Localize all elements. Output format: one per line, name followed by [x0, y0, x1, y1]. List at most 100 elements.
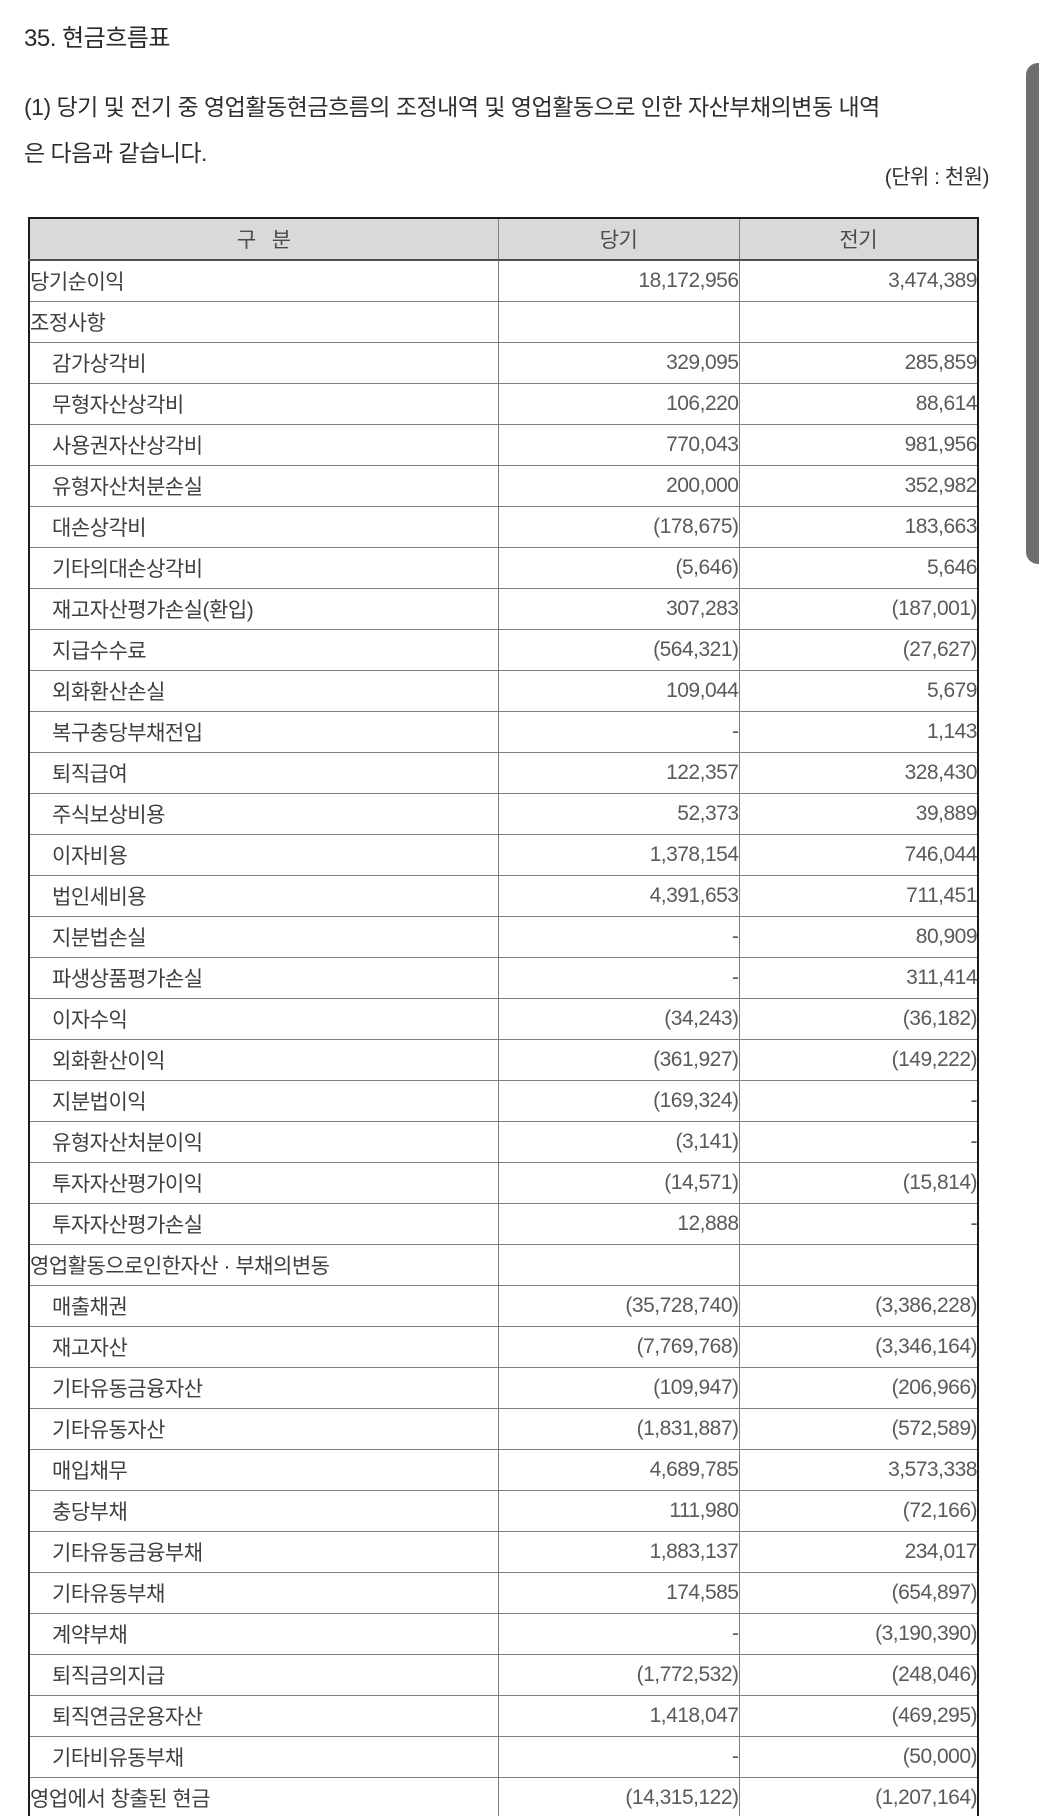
- row-prior-value: 328,430: [738, 752, 978, 794]
- row-label: 대손상각비: [29, 506, 498, 548]
- row-label: 재고자산: [29, 1326, 498, 1368]
- row-label: 재고자산평가손실(환입): [29, 588, 498, 630]
- row-label: 퇴직급여: [29, 752, 498, 794]
- row-current-value: [497, 301, 739, 343]
- row-current-value: (361,927): [497, 1039, 739, 1081]
- row-current-value: (1,831,887): [497, 1408, 739, 1450]
- row-prior-value: 1,143: [738, 711, 978, 753]
- row-current-value: -: [497, 916, 739, 958]
- row-prior-value: 311,414: [738, 957, 978, 999]
- row-label: 지분법손실: [29, 916, 498, 958]
- row-current-value: (3,141): [497, 1121, 739, 1163]
- table-row: 당기순이익 18,172,956 3,474,389: [29, 259, 978, 302]
- table-row: 기타유동금융부채 1,883,137 234,017: [29, 1531, 978, 1573]
- row-label: 충당부채: [29, 1490, 498, 1532]
- page-title: 35. 현금흐름표: [24, 25, 170, 52]
- row-prior-value: 981,956: [738, 424, 978, 466]
- row-current-value: 174,585: [497, 1572, 739, 1614]
- row-prior-value: 3,474,389: [738, 259, 978, 302]
- row-prior-value: (72,166): [738, 1490, 978, 1532]
- row-prior-value: 711,451: [738, 875, 978, 917]
- row-prior-value: (654,897): [738, 1572, 978, 1614]
- row-prior-value: (3,190,390): [738, 1613, 978, 1655]
- row-label: 당기순이익: [29, 259, 498, 302]
- row-current-value: 4,391,653: [497, 875, 739, 917]
- table-row: 외화환산손실 109,044 5,679: [29, 670, 978, 712]
- row-current-value: 770,043: [497, 424, 739, 466]
- row-prior-value: -: [738, 1121, 978, 1163]
- row-current-value: -: [497, 711, 739, 753]
- row-label: 투자자산평가이익: [29, 1162, 498, 1204]
- table-row: 지급수수료 (564,321) (27,627): [29, 629, 978, 671]
- row-current-value: 52,373: [497, 793, 739, 835]
- table-row: 이자수익 (34,243) (36,182): [29, 998, 978, 1040]
- row-label: 복구충당부채전입: [29, 711, 498, 753]
- row-label: 기타유동금융자산: [29, 1367, 498, 1409]
- row-current-value: 329,095: [497, 342, 739, 384]
- row-label: 조정사항: [29, 301, 498, 343]
- table-row: 지분법이익 (169,324) -: [29, 1080, 978, 1122]
- row-current-value: (35,728,740): [497, 1285, 739, 1327]
- header-current-period: 당기: [497, 218, 739, 261]
- row-label: 파생상품평가손실: [29, 957, 498, 999]
- row-prior-value: (3,386,228): [738, 1285, 978, 1327]
- row-label: 감가상각비: [29, 342, 498, 384]
- row-label: 무형자산상각비: [29, 383, 498, 425]
- table-row: 퇴직급여 122,357 328,430: [29, 752, 978, 794]
- row-label: 매출채권: [29, 1285, 498, 1327]
- row-label: 매입채무: [29, 1449, 498, 1491]
- scrollbar-thumb[interactable]: [1026, 63, 1039, 564]
- row-label: 계약부채: [29, 1613, 498, 1655]
- row-current-value: (14,571): [497, 1162, 739, 1204]
- row-prior-value: (187,001): [738, 588, 978, 630]
- row-current-value: (7,769,768): [497, 1326, 739, 1368]
- table-row: 기타의대손상각비 (5,646) 5,646: [29, 547, 978, 589]
- row-prior-value: 183,663: [738, 506, 978, 548]
- row-current-value: (564,321): [497, 629, 739, 671]
- row-prior-value: 234,017: [738, 1531, 978, 1573]
- table-row: 퇴직금의지급 (1,772,532) (248,046): [29, 1654, 978, 1696]
- table-row: 사용권자산상각비 770,043 981,956: [29, 424, 978, 466]
- row-label: 영업에서 창출된 현금: [29, 1777, 498, 1816]
- row-current-value: (169,324): [497, 1080, 739, 1122]
- table-row: 재고자산 (7,769,768) (3,346,164): [29, 1326, 978, 1368]
- table-row: 영업에서 창출된 현금 (14,315,122) (1,207,164): [29, 1777, 978, 1816]
- row-label: 유형자산처분손실: [29, 465, 498, 507]
- row-current-value: (34,243): [497, 998, 739, 1040]
- row-prior-value: 5,646: [738, 547, 978, 589]
- table-row: 조정사항: [29, 301, 978, 343]
- row-label: 유형자산처분이익: [29, 1121, 498, 1163]
- table-row: 기타유동자산 (1,831,887) (572,589): [29, 1408, 978, 1450]
- row-prior-value: (15,814): [738, 1162, 978, 1204]
- row-prior-value: 3,573,338: [738, 1449, 978, 1491]
- table-row: 지분법손실 - 80,909: [29, 916, 978, 958]
- table-row: 투자자산평가이익 (14,571) (15,814): [29, 1162, 978, 1204]
- row-current-value: 1,378,154: [497, 834, 739, 876]
- cashflow-table: 구 분 당기 전기 당기순이익 18,172,956 3,474,389 조정사…: [28, 217, 979, 1816]
- table-row: 이자비용 1,378,154 746,044: [29, 834, 978, 876]
- row-label: 기타유동금융부채: [29, 1531, 498, 1573]
- row-prior-value: (206,966): [738, 1367, 978, 1409]
- row-current-value: (1,772,532): [497, 1654, 739, 1696]
- row-label: 이자비용: [29, 834, 498, 876]
- table-row: 재고자산평가손실(환입) 307,283 (187,001): [29, 588, 978, 630]
- unit-label: (단위 : 천원): [884, 166, 990, 189]
- row-label: 기타비유동부채: [29, 1736, 498, 1778]
- row-prior-value: (248,046): [738, 1654, 978, 1696]
- row-label: 투자자산평가손실: [29, 1203, 498, 1245]
- row-prior-value: (469,295): [738, 1695, 978, 1737]
- row-current-value: 106,220: [497, 383, 739, 425]
- row-current-value: 1,883,137: [497, 1531, 739, 1573]
- row-current-value: 18,172,956: [497, 259, 739, 302]
- row-label: 퇴직연금운용자산: [29, 1695, 498, 1737]
- row-prior-value: 285,859: [738, 342, 978, 384]
- row-label: 지분법이익: [29, 1080, 498, 1122]
- table-body: 당기순이익 18,172,956 3,474,389 조정사항 감가상각비 32…: [29, 259, 978, 1816]
- row-label: 주식보상비용: [29, 793, 498, 835]
- row-label: 영업활동으로인한자산 · 부채의변동: [29, 1244, 498, 1286]
- row-label: 기타유동부채: [29, 1572, 498, 1614]
- table-row: 무형자산상각비 106,220 88,614: [29, 383, 978, 425]
- row-prior-value: (27,627): [738, 629, 978, 671]
- intro-line-2: 은 다음과 같습니다.: [24, 140, 207, 166]
